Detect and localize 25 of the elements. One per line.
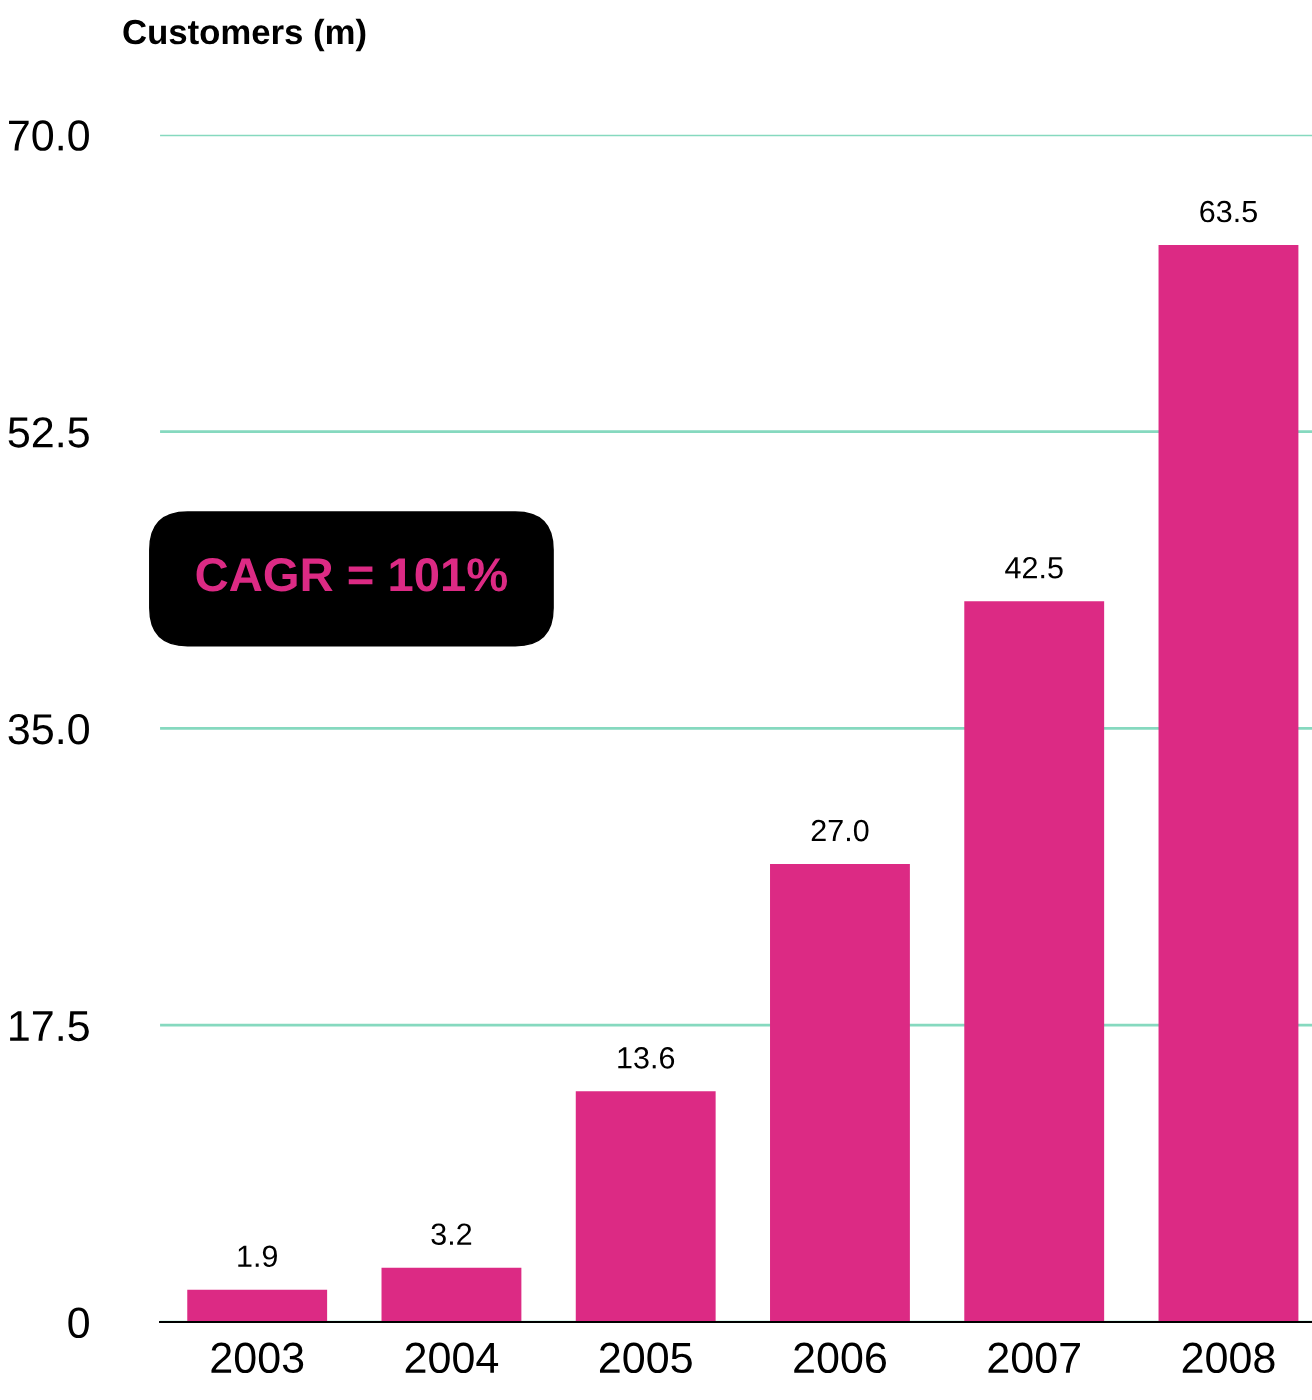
data-label: 1.9	[238, 1245, 277, 1268]
x-tick-label: 2003	[211, 1342, 304, 1374]
chart-title: Customers (m)	[123, 18, 366, 52]
data-label: 3.2	[431, 1223, 472, 1246]
y-tick-label: 70.0	[9, 120, 89, 151]
y-tick-label: 52.5	[8, 417, 89, 448]
data-label: 63.5	[1200, 200, 1257, 223]
bar	[575, 1091, 716, 1323]
y-tick-label: 35.0	[8, 713, 89, 745]
bar	[381, 1267, 522, 1323]
bar	[964, 601, 1105, 1323]
x-tick-label: 2005	[599, 1342, 692, 1374]
y-tick-label: 0	[68, 1307, 89, 1339]
data-label: 13.6	[618, 1047, 675, 1069]
y-tick-label: 17.5	[10, 1011, 89, 1042]
bar	[187, 1289, 328, 1323]
x-tick-label: 2006	[794, 1342, 886, 1374]
x-tick-label: 2004	[405, 1342, 499, 1374]
data-label: 42.5	[1005, 556, 1063, 579]
data-label: 27.0	[811, 819, 869, 842]
annotation: CAGR = 101%	[196, 558, 508, 592]
bar	[1158, 245, 1299, 1323]
x-tick-label: 2007	[988, 1342, 1080, 1374]
x-tick-label: 2008	[1182, 1342, 1275, 1374]
bar	[770, 864, 910, 1323]
